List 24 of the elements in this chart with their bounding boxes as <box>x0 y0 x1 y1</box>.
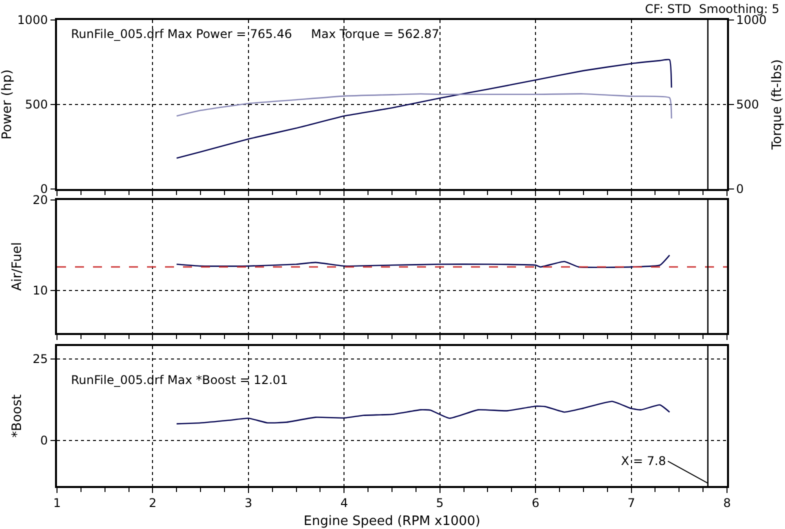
y-tick-label: 10 <box>32 284 48 298</box>
y2-axis-title: Torque (ft-lbs) <box>770 59 785 151</box>
x-tick-label: 6 <box>532 496 540 510</box>
y-tick-label: 500 <box>24 98 48 112</box>
x-tick-label: 4 <box>340 496 348 510</box>
x-tick-label: 5 <box>436 496 444 510</box>
x-tick-label: 8 <box>723 496 731 510</box>
y-tick-label: 25 <box>32 352 48 366</box>
annotation: RunFile_005.drf Max *Boost = 12.01 <box>71 373 288 387</box>
x-tick-label: 1 <box>53 496 61 510</box>
text: CF: STD Smoothing: 5 <box>645 2 780 16</box>
x-tick-label: 7 <box>627 496 636 510</box>
annotation: RunFile_005.drf Max Power = 765.46 Max Torque = 562.87 <box>71 27 440 41</box>
ref-line-label: X = 7.8 <box>621 454 666 468</box>
y-tick-label: 0 <box>40 434 48 448</box>
x-axis-title: Engine Speed (RPM x1000) <box>304 514 480 529</box>
y-axis-title: *Boost <box>10 394 26 438</box>
x-tick-label: 2 <box>148 496 157 510</box>
y2-tick-label: 500 <box>736 98 760 112</box>
y2-tick-label: 0 <box>736 182 744 196</box>
y-tick-label: 1000 <box>17 13 48 28</box>
x-tick-label: 3 <box>244 496 252 510</box>
y-axis-title: Air/Fuel <box>10 242 26 291</box>
y-axis-title: Power (hp) <box>0 69 15 140</box>
